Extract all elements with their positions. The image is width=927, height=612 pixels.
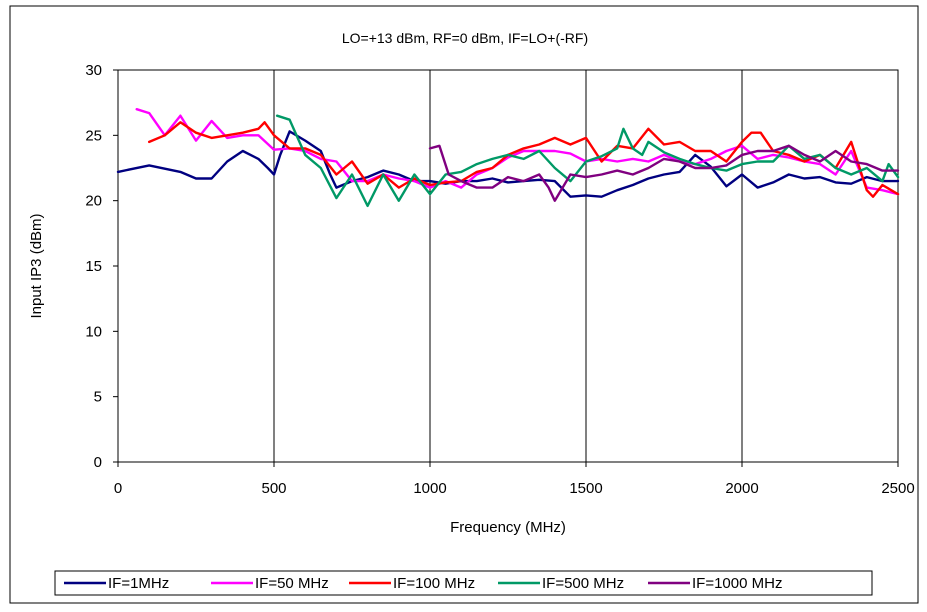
legend-label-4: IF=500 MHz	[542, 575, 624, 592]
series-layer	[116, 107, 900, 208]
x-tick-label: 1500	[569, 480, 602, 497]
y-axis-title: Input IP3 (dBm)	[28, 213, 45, 318]
x-tick-label: 2500	[881, 480, 914, 497]
y-tick-label: 30	[85, 62, 102, 79]
y-tick-label: 25	[85, 127, 102, 144]
y-tick-labels: 0 5 10 15 20 25 30	[85, 62, 118, 471]
y-tick-label: 10	[85, 323, 102, 340]
x-tick-label: 1000	[413, 480, 446, 497]
legend-label-1: IF=1MHz	[108, 575, 169, 592]
plot-area	[117, 69, 899, 463]
series-line-1	[116, 130, 900, 198]
chart-title: LO=+13 dBm, RF=0 dBm, IF=LO+(-RF)	[342, 30, 588, 46]
x-tick-labels: 0 500 1000 1500 2000 2500	[114, 462, 915, 497]
x-tick-label: 500	[261, 480, 286, 497]
y-tick-label: 20	[85, 193, 102, 210]
series-line-4	[275, 114, 900, 208]
legend-items: IF=1MHz IF=50 MHz IF=100 MHz IF=500 MHz IF=1…	[64, 575, 782, 592]
legend-box	[54, 570, 873, 596]
x-axis-title: Frequency (MHz)	[450, 519, 566, 536]
series-line-2	[135, 107, 900, 196]
y-tick-label: 5	[94, 389, 102, 406]
legend-label-3: IF=100 MHz	[393, 575, 475, 592]
y-tick-label: 0	[94, 454, 102, 471]
y-tick-label: 15	[85, 258, 102, 275]
legend-label-5: IF=1000 MHz	[692, 575, 782, 592]
legend: IF=1MHz IF=50 MHz IF=100 MHz IF=500 MHz IF=1…	[54, 570, 873, 596]
x-tick-label: 2000	[725, 480, 758, 497]
legend-label-2: IF=50 MHz	[255, 575, 329, 592]
series-line-5	[428, 144, 900, 202]
x-tick-label: 0	[114, 480, 122, 497]
